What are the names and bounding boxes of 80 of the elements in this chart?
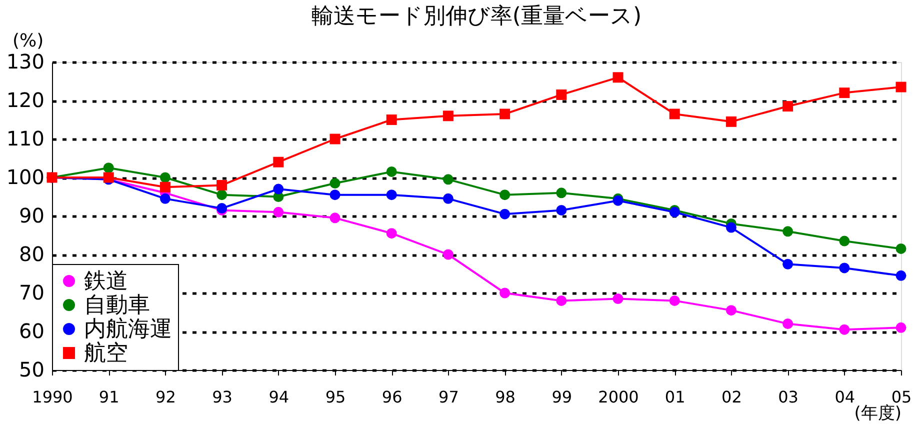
legend-label: 内航海運 [84,317,172,342]
point [330,178,340,189]
y-tick-label: 70 [19,280,44,304]
point [273,184,284,194]
legend-label: 航空 [84,341,128,366]
point [726,116,736,127]
point [273,206,284,218]
x-tick-label: 05 [891,388,912,406]
point [556,188,567,198]
point [442,110,454,122]
x-tick-label: 03 [778,388,798,406]
x-tick-label: 04 [834,388,856,406]
point [216,180,228,190]
point [556,295,567,306]
point [782,258,794,270]
y-tick-label: 90 [19,204,44,228]
x-tick-label: 01 [664,388,686,406]
x-tick-label: 98 [495,388,516,406]
x-tick-label: 95 [325,388,346,406]
point [160,193,170,204]
point [500,108,510,120]
chart-title: 輸送モード別伸び率(重量ベース) [311,4,642,29]
y-tick-label: 110 [6,126,44,150]
point [839,88,850,98]
point [782,226,794,237]
point [669,108,680,120]
point [782,318,794,330]
x-tick-label: 92 [156,388,176,406]
legend-label: 鉄道 [84,269,128,294]
point [500,288,510,298]
point [273,156,284,168]
point [386,166,397,177]
point [500,208,510,220]
point [612,72,624,83]
point [330,190,340,200]
point [500,190,510,200]
point [160,182,170,192]
point [386,190,397,200]
point [330,212,340,224]
point [160,172,170,183]
y-tick-label: 130 [6,50,44,74]
point [896,82,906,92]
point [556,204,567,216]
y-tick-label: 120 [6,88,44,112]
point [442,174,454,185]
point [896,243,906,254]
point [442,249,454,260]
y-tick-label: 100 [6,165,44,189]
x-tick-label: 2000 [598,388,639,406]
point [782,101,794,112]
x-axis-title: (年度) [854,404,902,424]
x-tick-label: 02 [722,388,742,406]
point [896,322,906,333]
x-tick-label: 93 [212,388,232,406]
x-tick-label: 96 [382,388,402,406]
y-axis-title: (%) [12,30,44,52]
legend-label: 自動車 [84,293,150,318]
x-tick-label: 91 [98,388,120,406]
point [612,294,624,304]
point [386,228,397,239]
point [216,190,228,200]
point [726,305,736,316]
point [386,114,397,125]
x-tick-label: 94 [268,388,290,406]
point [103,162,114,174]
point [839,236,850,246]
x-tick-label: 99 [552,388,572,406]
point [669,295,680,306]
point [556,89,567,100]
point [839,324,850,335]
point [896,270,906,281]
y-tick-label: 50 [19,358,44,382]
point [839,262,850,274]
point [726,222,736,233]
point [442,193,454,204]
x-tick-label: 97 [438,388,459,406]
y-tick-label: 60 [19,319,44,343]
point [330,134,340,144]
y-tick-label: 80 [19,242,44,266]
x-tick-label: 1990 [32,388,73,406]
